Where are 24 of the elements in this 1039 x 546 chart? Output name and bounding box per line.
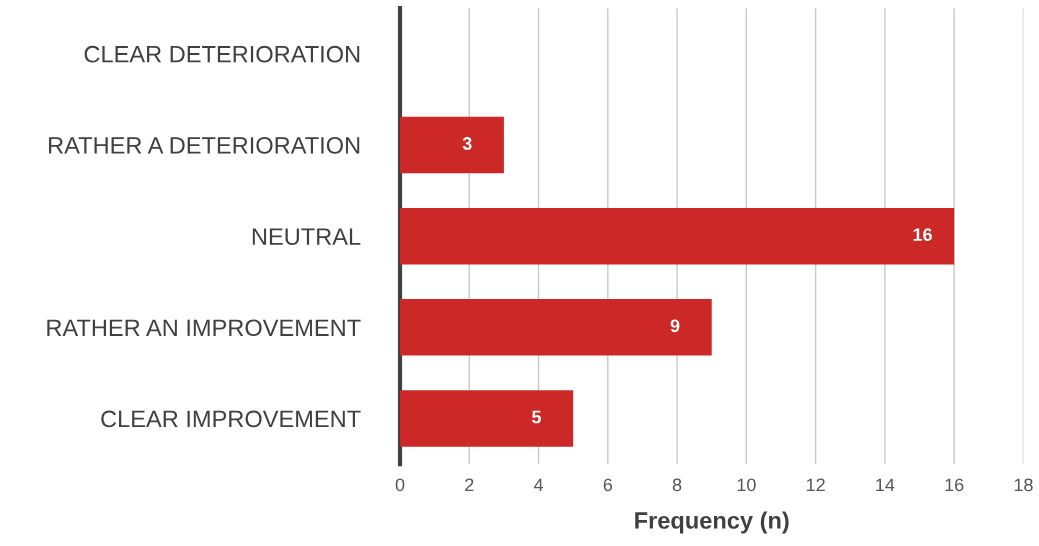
y-tick-label: RATHER AN IMPROVEMENT: [47, 319, 361, 337]
x-tick-label: 14: [876, 478, 895, 492]
x-tick-label: 2: [465, 478, 474, 492]
x-tick-label: 8: [672, 478, 682, 492]
x-tick-label: 12: [806, 478, 825, 492]
x-tick-label: 16: [945, 478, 964, 492]
bar: [400, 299, 712, 356]
data-label: 16: [913, 228, 932, 241]
y-tick-label: CLEAR DETERIORATION: [84, 45, 360, 63]
x-tick-label: 6: [603, 478, 613, 492]
x-tick-label: 10: [737, 478, 756, 492]
bar: [400, 390, 574, 447]
bar: [400, 116, 504, 174]
data-label: 9: [670, 319, 680, 333]
y-tick-label: RATHER A DETERIORATION: [49, 137, 360, 154]
y-tick-label: NEUTRAL: [252, 228, 361, 245]
x-tick-label: 0: [395, 478, 405, 492]
x-tick-label: 18: [1014, 478, 1033, 492]
bar: [400, 207, 955, 265]
data-label: 5: [532, 410, 542, 424]
y-tick-label: CLEAR IMPROVEMENT: [101, 410, 361, 428]
x-tick-label: 4: [533, 478, 544, 492]
data-label: 3: [462, 137, 472, 150]
x-axis-title: Frequency (n): [635, 511, 789, 534]
